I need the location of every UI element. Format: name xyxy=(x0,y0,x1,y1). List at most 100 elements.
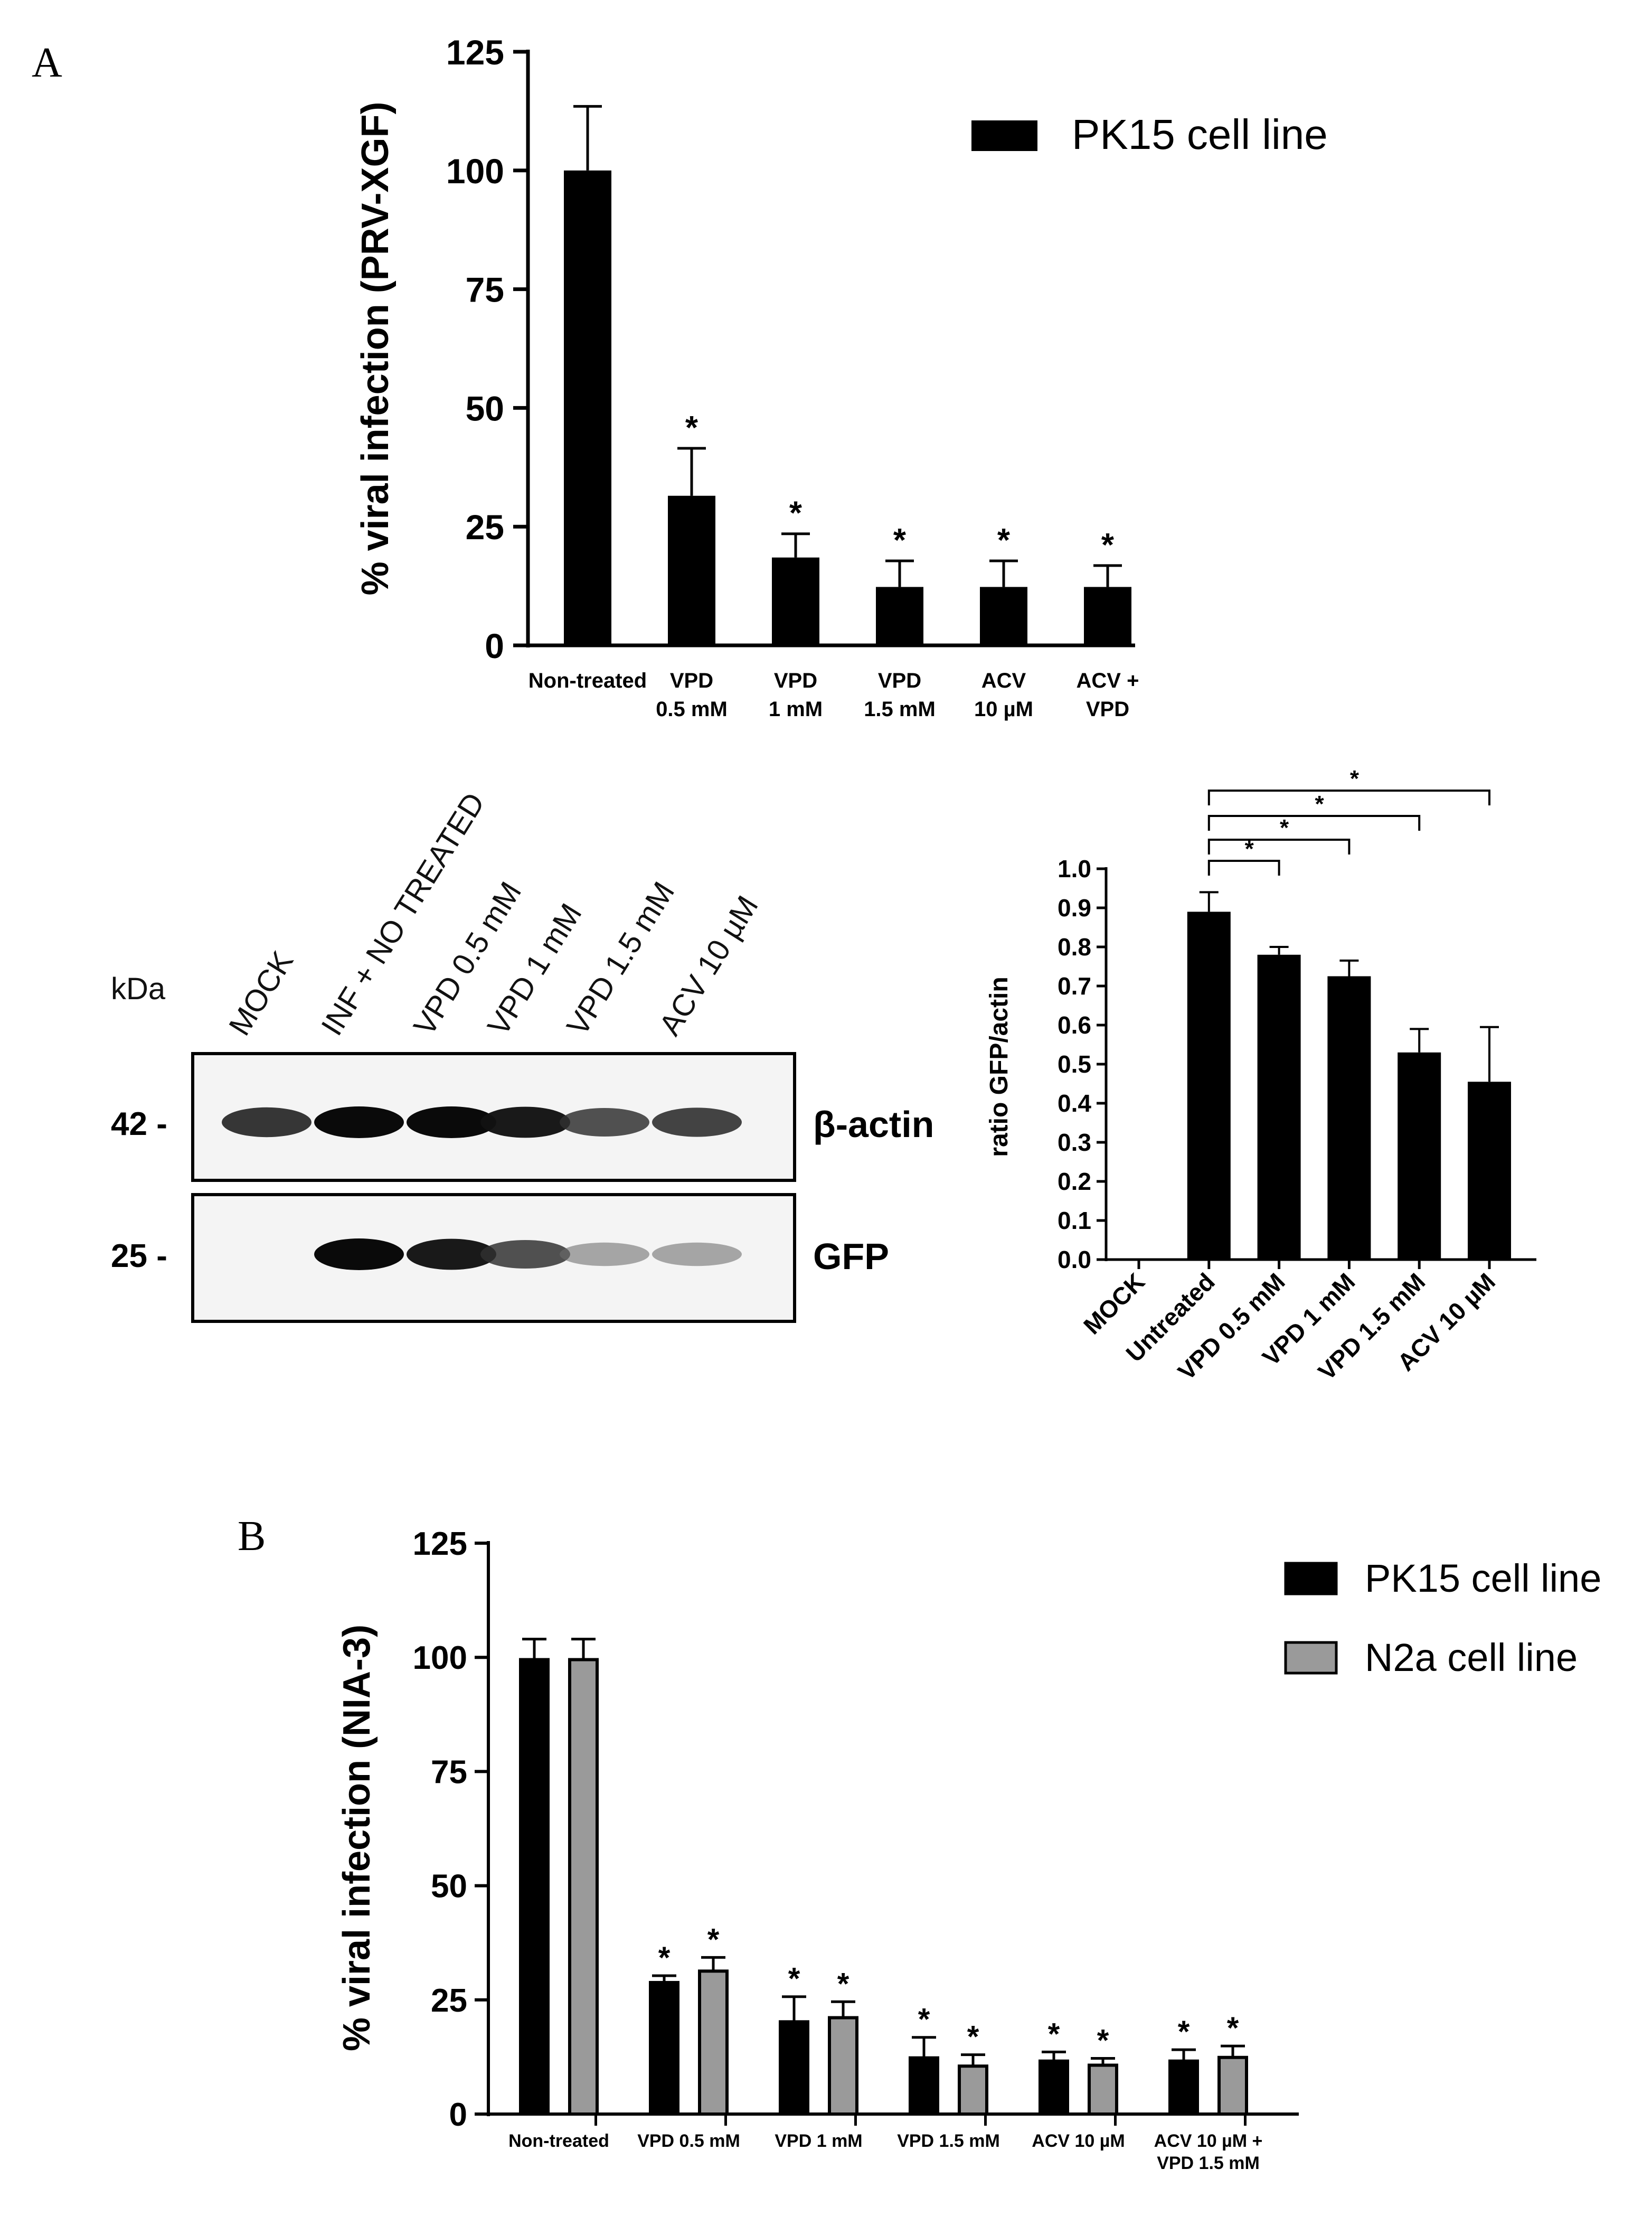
legend-swatch xyxy=(971,120,1037,151)
bar xyxy=(958,2064,988,2116)
mw-marker: 42 - xyxy=(111,1106,167,1142)
bar xyxy=(519,1658,550,2116)
y-tick-label: 25 xyxy=(466,508,504,547)
x-tick-label: VPD xyxy=(878,669,921,692)
x-tick-label: VPD 1.5 mM xyxy=(1157,2153,1260,2173)
y-tick-label: 25 xyxy=(431,1983,467,2019)
chart-ratio-gfp-actin: 0.00.10.20.30.40.50.60.70.80.91.0MOCKUnt… xyxy=(985,766,1536,1385)
y-tick-label: 0.3 xyxy=(1058,1129,1091,1156)
lane-label: MOCK xyxy=(222,945,300,1041)
blot-band xyxy=(560,1108,649,1137)
y-tick-label: 50 xyxy=(466,389,504,428)
y-tick-label: 125 xyxy=(446,33,504,72)
significance-star: * xyxy=(707,1922,720,1957)
significance-star: * xyxy=(837,1967,849,2001)
x-tick-label: ACV xyxy=(981,669,1026,692)
blot-band xyxy=(407,1106,496,1138)
significance-bracket xyxy=(1207,815,1421,831)
bar xyxy=(1468,1082,1511,1260)
significance-star: * xyxy=(1101,527,1115,564)
x-tick-label: VPD xyxy=(670,669,713,692)
kda-label: kDa xyxy=(111,972,166,1006)
y-tick-label: 1.0 xyxy=(1058,855,1091,882)
blot-band xyxy=(314,1238,404,1270)
significance-star: * xyxy=(685,410,698,446)
significance-star: * xyxy=(789,495,803,532)
y-axis-title: % viral infection (PRV-XGF) xyxy=(354,102,397,596)
significance-star: * xyxy=(1178,2015,1190,2049)
bar xyxy=(909,2056,939,2116)
significance-star: * xyxy=(658,1941,671,1975)
chart-b-viral-infection: 0 25 50 75 100 125 Non-treated VPD 0.5 mM VPD 1 … xyxy=(336,1526,1601,2173)
significance-star: * xyxy=(967,2020,979,2054)
y-tick-label: 0.9 xyxy=(1058,894,1091,922)
legend-swatch xyxy=(1284,1562,1338,1595)
bar xyxy=(564,170,611,645)
significance-star: * xyxy=(1048,2017,1060,2051)
panel-label-b: B xyxy=(238,1513,266,1560)
x-tick-label: Non-treated xyxy=(508,2131,609,2151)
panel-label-a: A xyxy=(32,40,62,86)
x-tick-label: 1.5 mM xyxy=(864,698,936,721)
bar xyxy=(1187,912,1231,1260)
bar xyxy=(828,2016,858,2116)
significance-star: * xyxy=(788,1962,800,1996)
y-tick-label: 100 xyxy=(413,1640,467,1676)
x-tick-label: VPD xyxy=(1086,698,1129,721)
lane-label: INF + NO TREATED xyxy=(315,787,492,1041)
y-tick-label: 0 xyxy=(485,626,504,665)
y-tick-label: 0.1 xyxy=(1058,1207,1091,1234)
y-tick-label: 0.0 xyxy=(1058,1246,1091,1273)
x-tick-label: 1 mM xyxy=(769,698,823,721)
y-tick-label: 0.5 xyxy=(1058,1050,1091,1078)
x-tick-label: ACV + xyxy=(1077,669,1139,692)
bar xyxy=(772,557,819,645)
mw-marker: 25 - xyxy=(111,1238,167,1274)
bar xyxy=(698,1969,729,2116)
blot-band xyxy=(222,1107,311,1138)
bar xyxy=(1398,1052,1441,1260)
x-tick-label: 10 µM xyxy=(974,698,1033,721)
y-tick-label: 75 xyxy=(431,1754,467,1790)
bar xyxy=(876,587,923,645)
x-tick-label: VPD 1.5 mM xyxy=(897,2131,1000,2151)
x-tick-label: ACV 10 µM + xyxy=(1154,2131,1263,2151)
blot-band xyxy=(314,1106,404,1138)
y-tick-label: 100 xyxy=(446,152,504,191)
bar xyxy=(668,495,715,645)
blot-band xyxy=(652,1107,742,1137)
blot-band xyxy=(407,1238,496,1270)
significance-bracket xyxy=(1207,790,1490,805)
bar xyxy=(1327,976,1371,1260)
y-tick-label: 50 xyxy=(431,1868,467,1905)
significance-star: * xyxy=(1227,2011,1239,2045)
x-tick-label: VPD xyxy=(774,669,817,692)
y-axis-title: % viral infection (NIA-3) xyxy=(336,1625,378,2051)
legend-swatch xyxy=(1284,1641,1338,1675)
x-tick-label: 0.5 mM xyxy=(656,698,728,721)
bar xyxy=(1088,2063,1118,2116)
x-tick-label: Non-treated xyxy=(528,669,647,692)
bar xyxy=(980,587,1027,645)
y-tick-label: 0.4 xyxy=(1058,1090,1091,1117)
x-tick-label: VPD 1 mM xyxy=(775,2131,862,2151)
bar xyxy=(1217,2055,1248,2116)
significance-star: * xyxy=(997,522,1011,559)
significance-star: * xyxy=(1350,766,1360,792)
y-tick-label: 0 xyxy=(449,2097,467,2133)
significance-bracket xyxy=(1207,860,1280,876)
legend-label: PK15 cell line xyxy=(1365,1556,1601,1600)
significance-star: * xyxy=(1097,2023,1109,2058)
blot-band xyxy=(480,1106,570,1138)
band-label: β-actin xyxy=(813,1104,934,1145)
bar xyxy=(568,1658,599,2116)
y-tick-label: 125 xyxy=(413,1526,467,1562)
x-tick-label: VPD 0.5 mM xyxy=(637,2131,740,2151)
significance-star: * xyxy=(1315,791,1324,817)
blot-band xyxy=(560,1242,649,1266)
bar xyxy=(1257,954,1301,1260)
legend-label: PK15 cell line xyxy=(1072,111,1328,158)
y-tick-label: 0.8 xyxy=(1058,933,1091,961)
